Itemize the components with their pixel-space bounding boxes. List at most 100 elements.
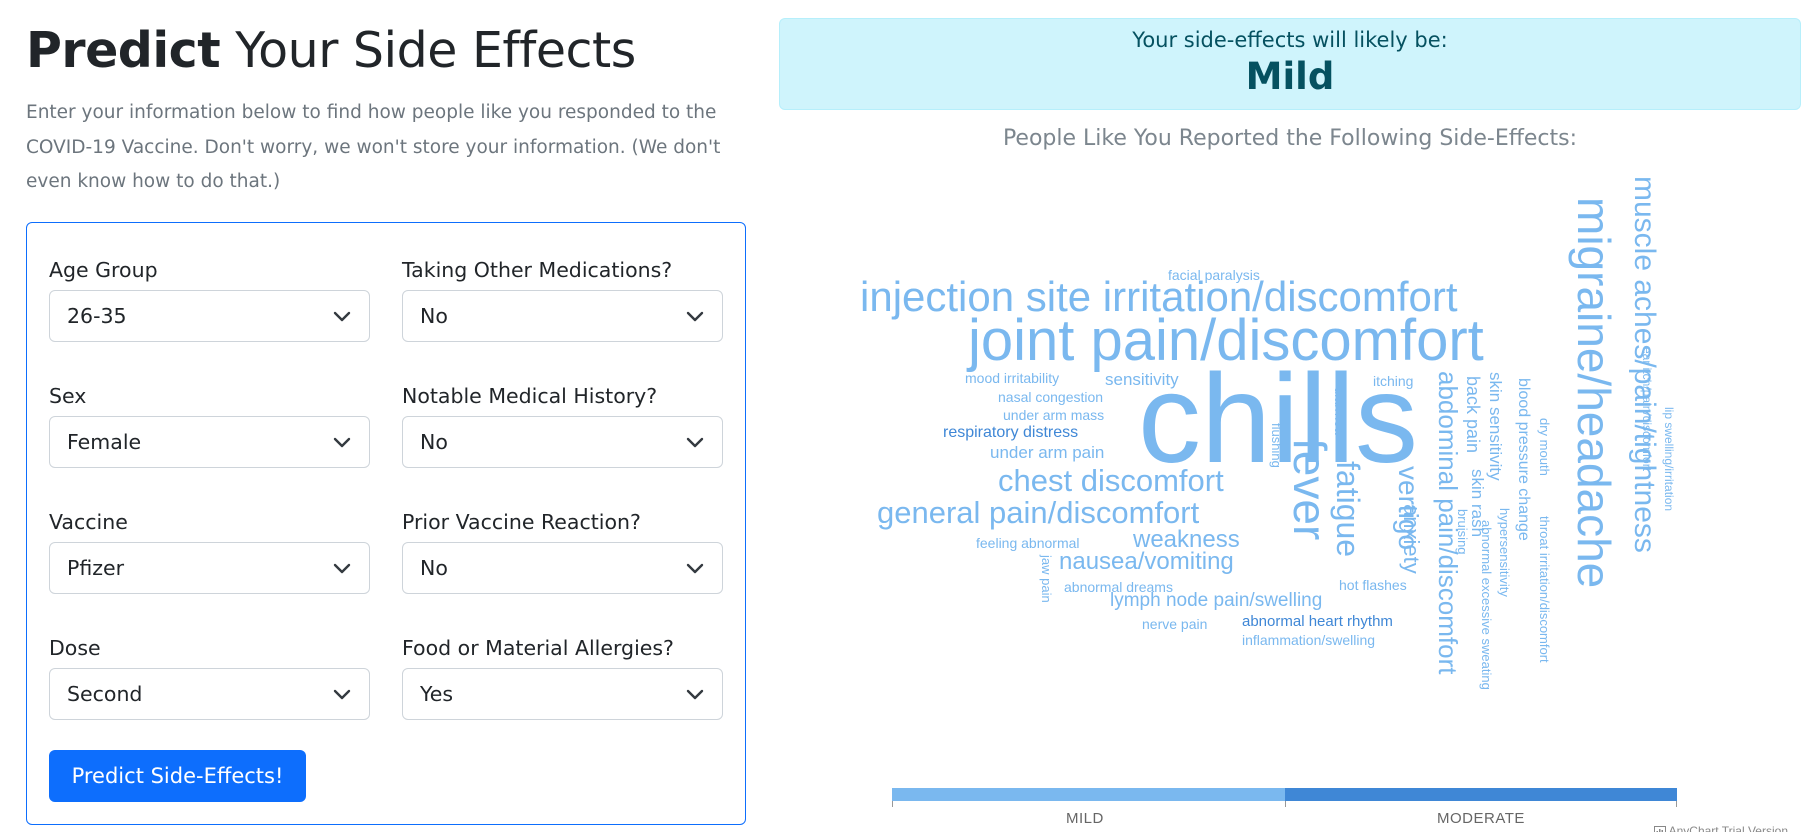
word-cloud-word[interactable]: mood irritability (965, 370, 1060, 386)
other-medications-field: Taking Other Medications? No (402, 256, 723, 342)
chart-credit[interactable]: AnyChart Trial Version (1653, 824, 1788, 832)
page-title-rest: Your Side Effects (220, 22, 636, 79)
result-alert: Your side-effects will likely be: Mild (779, 18, 1801, 110)
medical-history-label: Notable Medical History? (402, 384, 658, 408)
chevron-down-icon (333, 437, 351, 448)
word-cloud-word[interactable]: injection site irritation/discomfort (860, 273, 1458, 320)
chevron-down-icon (333, 689, 351, 700)
word-cloud-word[interactable]: skin sensitivity (1486, 372, 1505, 481)
result-value: Mild (1245, 55, 1335, 98)
word-cloud-word[interactable]: lymph node pain/swelling (1110, 590, 1323, 611)
word-cloud-word[interactable]: nerve pain (1142, 616, 1208, 632)
other-medications-select[interactable]: No (402, 290, 723, 342)
prior-reaction-field: Prior Vaccine Reaction? No (402, 508, 723, 594)
word-cloud-word[interactable]: under arm pain (990, 443, 1105, 462)
chevron-down-icon (333, 563, 351, 574)
word-cloud-word[interactable]: under arm mass (1003, 407, 1105, 423)
dose-field: Dose Second (49, 634, 370, 720)
scale-tick (892, 801, 893, 807)
scale-segment-moderate (1285, 788, 1677, 801)
word-cloud-word[interactable]: itching (1373, 373, 1414, 389)
word-cloud-word[interactable]: weakness (1133, 526, 1240, 553)
word-cloud-word[interactable]: inflammation/swelling (1242, 632, 1376, 648)
word-cloud-word[interactable]: flushing (1269, 423, 1284, 468)
word-cloud-word[interactable]: feeling abnormal (976, 535, 1080, 551)
chevron-down-icon (686, 437, 704, 448)
word-cloud-word[interactable]: hot flashes (1339, 577, 1407, 593)
other-medications-value: No (420, 304, 448, 328)
vaccine-select[interactable]: Pfizer (49, 542, 370, 594)
chevron-down-icon (686, 689, 704, 700)
word-cloud-word[interactable]: back pain (1463, 376, 1483, 454)
result-caption: Your side-effects will likely be: (1132, 28, 1448, 52)
sex-field: Sex Female (49, 382, 370, 468)
word-cloud-word[interactable]: dry mouth (1537, 418, 1552, 476)
word-cloud-word[interactable]: lip swelling/irritation (1662, 407, 1676, 512)
word-cloud-title: People Like You Reported the Following S… (1002, 126, 1578, 151)
allergies-select[interactable]: Yes (402, 668, 723, 720)
chart-logo-icon (1653, 826, 1666, 832)
word-cloud-word[interactable]: jaw pain (1039, 555, 1054, 603)
vaccine-field: Vaccine Pfizer (49, 508, 370, 594)
word-cloud-word[interactable]: general pain/discomfort (877, 495, 1200, 530)
word-cloud-word[interactable]: sensitivity (1105, 370, 1179, 389)
word-cloud-word[interactable]: fatigue (1330, 461, 1366, 558)
age-group-select[interactable]: 26-35 (49, 290, 370, 342)
sex-select[interactable]: Female (49, 416, 370, 468)
scale-label-moderate: MODERATE (1437, 810, 1525, 827)
severity-color-scale (892, 788, 1677, 801)
dose-value: Second (67, 682, 143, 706)
word-cloud-word[interactable]: abnormal excessive sweating (1479, 520, 1494, 690)
medical-history-field: Notable Medical History? No (402, 382, 723, 468)
age-group-value: 26-35 (67, 304, 127, 328)
word-cloud-word[interactable]: respiratory distress (943, 424, 1079, 441)
word-cloud-word[interactable]: nasal congestion (998, 389, 1104, 405)
allergies-field: Food or Material Allergies? Yes (402, 634, 723, 720)
sex-value: Female (67, 430, 142, 454)
chart-credit-text: AnyChart Trial Version (1668, 824, 1788, 832)
page-title: Predict Your Side Effects (26, 22, 636, 79)
prior-reaction-value: No (420, 556, 448, 580)
word-cloud-word[interactable]: facial paralysis (1168, 267, 1260, 283)
dose-select[interactable]: Second (49, 668, 370, 720)
intro-text: Enter your information below to find how… (26, 102, 721, 192)
word-cloud-word[interactable]: nausea/vomiting (1059, 548, 1234, 575)
prediction-form: Age Group 26-35 Taking Other Medications… (26, 222, 746, 825)
vaccine-label: Vaccine (49, 510, 128, 534)
word-cloud-word[interactable]: diarrhea (1332, 387, 1347, 435)
word-cloud-word[interactable]: anxiety (1399, 504, 1424, 574)
scale-tick (1285, 801, 1286, 807)
allergies-label: Food or Material Allergies? (402, 636, 674, 660)
age-group-field: Age Group 26-35 (49, 256, 370, 342)
scale-label-mild: MILD (1066, 810, 1104, 827)
chevron-down-icon (686, 563, 704, 574)
word-cloud-word[interactable]: chest discomfort (998, 463, 1224, 498)
medical-history-value: No (420, 430, 448, 454)
word-cloud-word[interactable]: ear itch/pain/discomfort (1640, 347, 1654, 472)
word-cloud-word[interactable]: migraine/headache (1568, 197, 1620, 589)
word-cloud-word[interactable]: abnormal dreams (1064, 579, 1173, 595)
age-group-label: Age Group (49, 258, 158, 282)
medical-history-select[interactable]: No (402, 416, 723, 468)
scale-tick (1676, 801, 1677, 807)
other-medications-label: Taking Other Medications? (402, 258, 673, 282)
word-cloud-word[interactable]: bruising (1455, 509, 1470, 555)
vaccine-value: Pfizer (67, 556, 125, 580)
sex-label: Sex (49, 384, 87, 408)
word-cloud-word[interactable]: chills (1138, 348, 1419, 489)
prior-reaction-label: Prior Vaccine Reaction? (402, 510, 641, 534)
page-title-bold: Predict (26, 22, 221, 79)
word-cloud-word[interactable]: abnormal heart rhythm (1242, 613, 1393, 630)
word-cloud-word[interactable]: blood pressure change (1515, 378, 1532, 541)
word-cloud-word[interactable]: hypersensitivity (1497, 508, 1512, 597)
word-cloud-word[interactable]: throat irritation/discomfort (1537, 516, 1552, 663)
dose-label: Dose (49, 636, 101, 660)
chevron-down-icon (686, 311, 704, 322)
word-cloud-word[interactable]: joint pain/discomfort (968, 308, 1484, 373)
scale-segment-mild (892, 788, 1285, 801)
word-cloud-word[interactable]: fever (1284, 438, 1336, 541)
prior-reaction-select[interactable]: No (402, 542, 723, 594)
predict-button[interactable]: Predict Side-Effects! (49, 750, 306, 802)
chevron-down-icon (333, 311, 351, 322)
